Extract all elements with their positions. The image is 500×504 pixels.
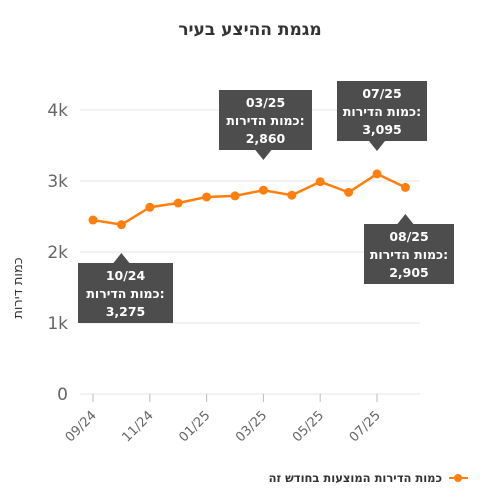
x-tick-label: 11/24	[120, 408, 157, 445]
tooltip-pointer	[369, 141, 385, 151]
tooltip-value: 2,905	[389, 265, 429, 280]
y-tick-label: 1k	[47, 314, 68, 334]
y-tick-label: 4k	[47, 101, 68, 121]
legend-marker	[454, 474, 462, 482]
tooltip-label: כמות הדירות:	[86, 286, 164, 301]
tooltip-value: 3,275	[106, 304, 146, 319]
data-point[interactable]	[400, 182, 410, 192]
data-point[interactable]	[116, 220, 126, 230]
tooltip-box	[219, 90, 312, 150]
x-tick-label: 07/25	[347, 408, 384, 445]
tooltip-pointer	[397, 214, 414, 224]
data-point[interactable]	[372, 169, 382, 179]
tooltip-label: כמות הדירות:	[343, 104, 421, 119]
data-point[interactable]	[145, 202, 155, 212]
tooltip-date: 08/25	[389, 229, 428, 244]
y-tick-label: 2k	[47, 243, 68, 263]
tooltip-pointer	[255, 150, 272, 160]
tooltip-value: 2,860	[246, 131, 286, 146]
tooltip-box	[364, 224, 454, 284]
tooltip-pointer	[113, 253, 130, 263]
x-tick-label: 01/25	[176, 408, 213, 445]
legend[interactable]: כמות הדירות המוצעות בחודש זה	[269, 471, 468, 485]
tooltip: 03/25 כמות הדירות: 2,860	[219, 90, 312, 160]
data-point[interactable]	[315, 177, 325, 187]
y-tick-label: 0	[57, 385, 68, 405]
tooltip-label: כמות הדירות:	[370, 247, 448, 262]
x-tick-label: 05/25	[290, 408, 327, 445]
tooltip-label: כמות הדירות:	[226, 113, 304, 128]
tooltip-box	[78, 263, 173, 323]
data-point[interactable]	[230, 191, 240, 201]
tooltip-box	[337, 81, 427, 141]
tooltip-value: 3,095	[362, 122, 402, 137]
series	[88, 169, 410, 230]
y-axis-label: כמות דירות	[11, 257, 26, 318]
y-axis: 0 1k 2k 3k 4k	[47, 101, 68, 405]
tooltip: 08/25 כמות הדירות: 2,905	[364, 214, 454, 284]
tooltip: 07/25 כמות הדירות: 3,095	[337, 81, 427, 151]
x-tick-label: 09/24	[63, 408, 100, 445]
tooltip-date: 03/25	[246, 95, 285, 110]
legend-label: כמות הדירות המוצעות בחודש זה	[269, 471, 442, 485]
tooltip: 10/24 כמות הדירות: 3,275	[78, 253, 173, 323]
y-tick-label: 3k	[47, 172, 68, 192]
data-point[interactable]	[344, 187, 354, 197]
data-point[interactable]	[173, 198, 183, 208]
tooltips: 10/24 כמות הדירות: 3,275 03/25 כמות הדירות: 2…	[78, 81, 454, 323]
tooltip-date: 10/24	[106, 268, 146, 283]
data-point[interactable]	[88, 215, 98, 225]
series-line	[92, 172, 406, 226]
x-axis: 09/24 11/24 01/25 03/25 05/25 07/25	[63, 394, 384, 445]
x-tick-label: 03/25	[233, 408, 270, 445]
chart-title: מגמת ההיצע בעיר	[178, 20, 321, 40]
data-point[interactable]	[287, 190, 297, 200]
data-point[interactable]	[258, 185, 268, 195]
tooltip-date: 07/25	[362, 86, 401, 101]
data-point[interactable]	[202, 192, 212, 202]
